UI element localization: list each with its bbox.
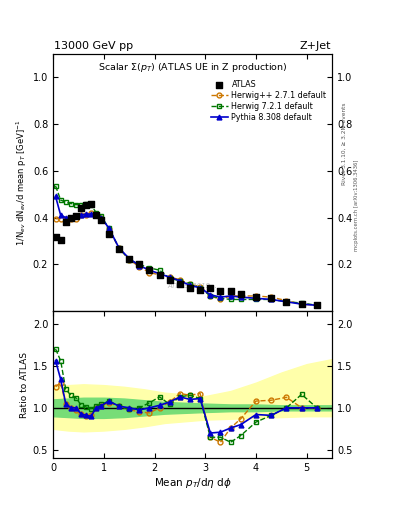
- Point: [73, 212, 79, 221]
- Point: [57, 236, 64, 244]
- Point: [126, 254, 132, 263]
- Point: [146, 266, 152, 274]
- Point: [253, 293, 259, 301]
- Point: [106, 230, 112, 238]
- Point: [299, 300, 305, 308]
- Text: Z+Jet: Z+Jet: [300, 41, 331, 51]
- Point: [314, 301, 320, 309]
- Point: [207, 284, 213, 292]
- X-axis label: Mean $p_T$/d$\eta$ d$\phi$: Mean $p_T$/d$\eta$ d$\phi$: [154, 476, 231, 490]
- Point: [187, 284, 193, 292]
- Point: [68, 214, 74, 222]
- Point: [238, 289, 244, 297]
- Text: Rivet 3.1.10, ≥ 3.2M events: Rivet 3.1.10, ≥ 3.2M events: [342, 102, 347, 185]
- Point: [78, 204, 84, 212]
- Point: [197, 286, 203, 294]
- Legend: ATLAS, Herwig++ 2.7.1 default, Herwig 7.2.1 default, Pythia 8.308 default: ATLAS, Herwig++ 2.7.1 default, Herwig 7.…: [209, 78, 328, 123]
- Point: [83, 201, 89, 209]
- Point: [167, 275, 173, 284]
- Point: [283, 297, 290, 306]
- Point: [116, 245, 122, 253]
- Y-axis label: Ratio to ATLAS: Ratio to ATLAS: [20, 352, 29, 418]
- Point: [88, 199, 94, 207]
- Point: [98, 216, 105, 224]
- Point: [52, 233, 59, 242]
- Point: [136, 260, 142, 268]
- Text: ATLAS_2019...: ATLAS_2019...: [168, 282, 217, 289]
- Point: [228, 287, 234, 295]
- Text: 13000 GeV pp: 13000 GeV pp: [54, 41, 133, 51]
- Text: Scalar $\Sigma(p_T)$ (ATLAS UE in Z production): Scalar $\Sigma(p_T)$ (ATLAS UE in Z prod…: [98, 61, 287, 74]
- Point: [268, 294, 274, 303]
- Point: [217, 287, 224, 295]
- Point: [156, 271, 163, 279]
- Point: [93, 211, 99, 219]
- Text: mcplots.cern.ch [arXiv:1306.3436]: mcplots.cern.ch [arXiv:1306.3436]: [354, 159, 359, 250]
- Y-axis label: 1/N$_{ev}$ dN$_{ev}$/d mean p$_T$ [GeV]$^{-1}$: 1/N$_{ev}$ dN$_{ev}$/d mean p$_T$ [GeV]$…: [14, 119, 29, 246]
- Point: [177, 280, 183, 288]
- Point: [62, 218, 69, 226]
